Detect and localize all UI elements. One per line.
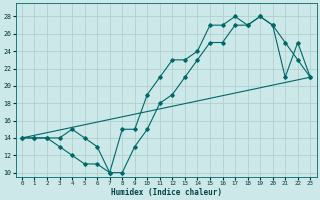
X-axis label: Humidex (Indice chaleur): Humidex (Indice chaleur) xyxy=(111,188,221,197)
